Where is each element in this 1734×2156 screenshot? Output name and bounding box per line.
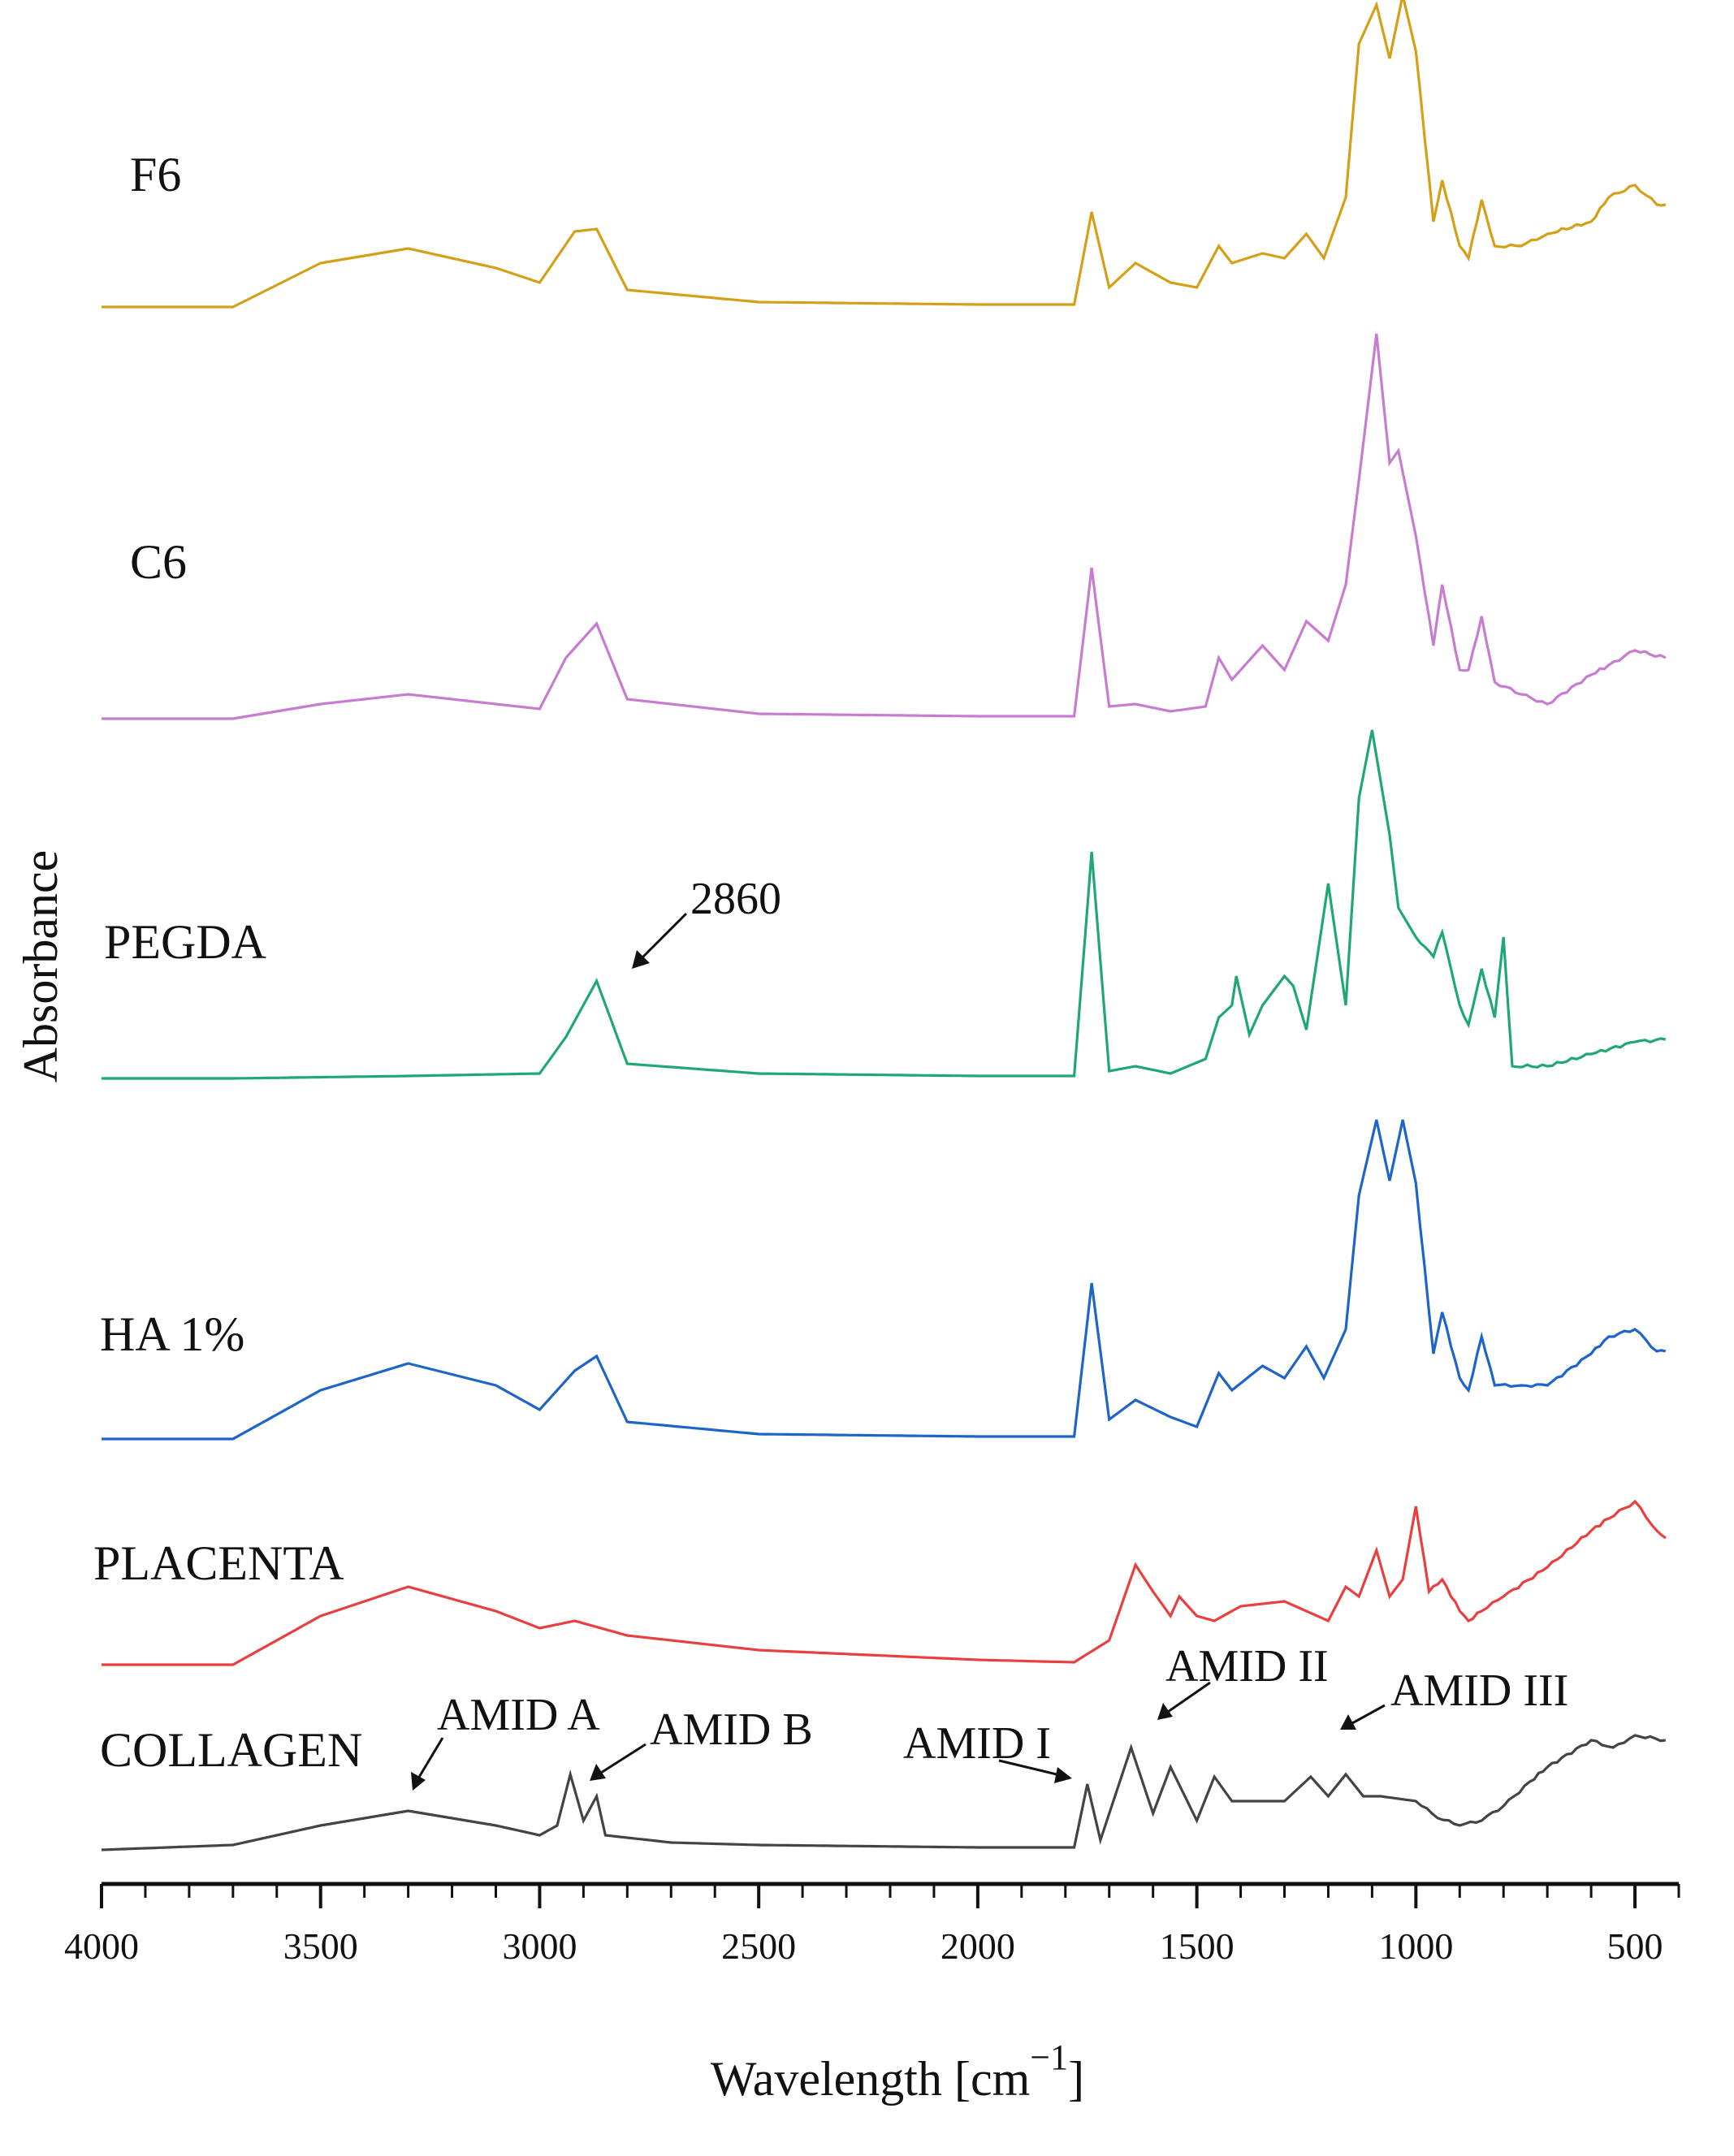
x-tick-label: 1500	[1160, 1925, 1235, 1967]
annotation-text-amid-a: AMID A	[437, 1690, 600, 1740]
series-label-c6: C6	[130, 535, 187, 589]
annotation-text-amid-iii: AMID III	[1390, 1666, 1568, 1716]
series-line-collagen	[101, 1734, 1666, 1851]
x-tick-label: 3000	[502, 1925, 577, 1967]
x-tick-label: 3500	[283, 1925, 358, 1967]
x-tick-label: 2500	[721, 1925, 796, 1967]
annotation-text-amid-i: AMID I	[903, 1718, 1051, 1769]
series-label-pegda: PEGDA	[104, 915, 266, 969]
series-line-ha-1pct	[102, 1119, 1667, 1441]
x-axis-title: Wavelength [cm−1]	[711, 2037, 1084, 2106]
series-label-f6: F6	[130, 148, 181, 201]
annotation-text-amid-b: AMID B	[650, 1704, 813, 1755]
y-axis-title: Absorbance	[14, 850, 67, 1083]
x-tick-label: 2000	[941, 1925, 1015, 1967]
annotation-text-amid-ii: AMID II	[1165, 1641, 1329, 1692]
x-tick-label: 500	[1607, 1925, 1663, 1967]
series-line-pegda	[102, 729, 1667, 1080]
series-line-f6	[102, 0, 1667, 309]
series-label-ha-1pct: HA 1%	[100, 1307, 244, 1361]
annotation-2860: 2860	[632, 874, 781, 969]
annotation-text-2860: 2860	[690, 874, 781, 924]
x-tick-label: 1000	[1378, 1925, 1453, 1967]
annotation-amid-ii: AMID II	[1157, 1641, 1329, 1720]
annotation-amid-iii: AMID III	[1340, 1666, 1568, 1730]
series-label-placenta: PLACENTA	[93, 1536, 344, 1590]
series-line-placenta	[102, 1499, 1667, 1666]
series-line-c6	[102, 333, 1667, 720]
annotation-amid-a: AMID A	[411, 1690, 600, 1791]
annotation-amid-b: AMID B	[590, 1704, 813, 1781]
series-label-collagen: COLLAGEN	[100, 1723, 362, 1777]
annotation-amid-i: AMID I	[903, 1718, 1072, 1783]
series-lines	[101, 0, 1667, 1851]
x-axis: 4000 3500 3000 2500 2000 1500 1000 500	[64, 1882, 1680, 1967]
x-tick-label: 4000	[64, 1925, 139, 1967]
x-axis-ticks	[100, 1884, 1680, 1908]
x-axis-tick-labels: 4000 3500 3000 2500 2000 1500 1000 500	[64, 1925, 1663, 1967]
